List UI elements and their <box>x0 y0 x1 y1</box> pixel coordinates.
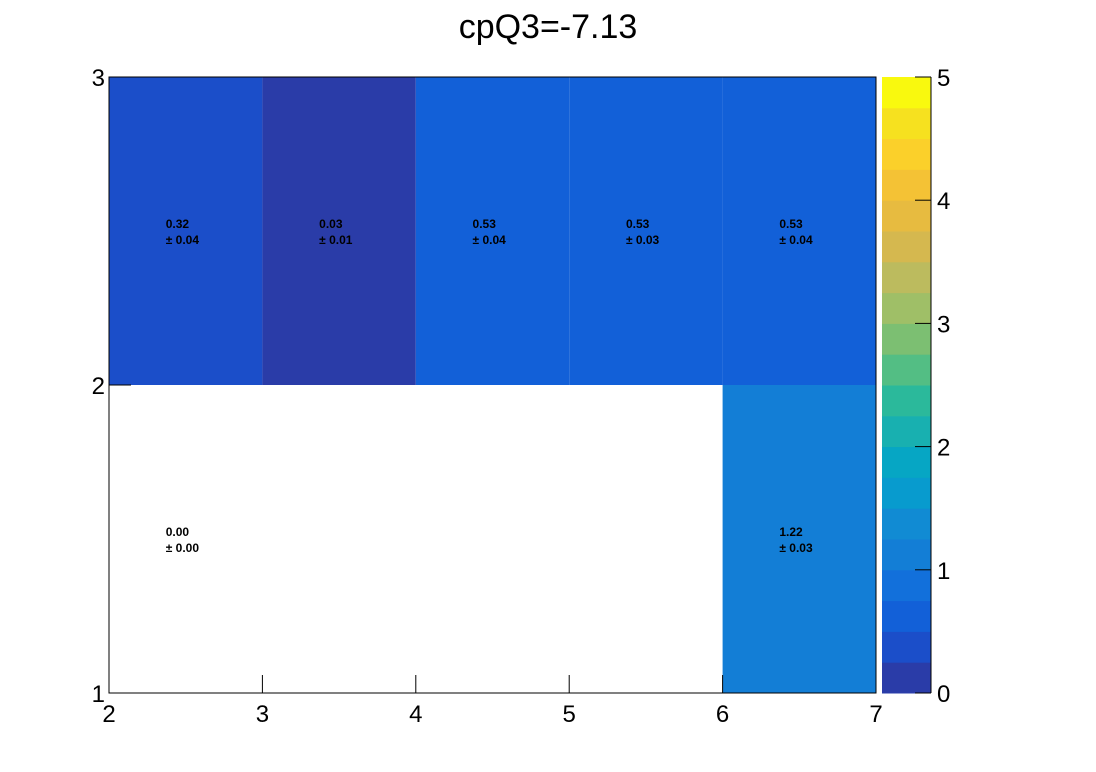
colorbar-segment <box>882 569 931 602</box>
cell-value-label: 1.22 <box>779 525 803 539</box>
colorbar-segment <box>882 662 931 694</box>
colorbar-segment <box>882 415 931 448</box>
cell-value-label: 0.00 <box>166 525 190 539</box>
cells-layer <box>109 77 876 693</box>
cell-value-label: 0.32 <box>166 217 190 231</box>
x-tick-label: 3 <box>256 701 269 728</box>
colorbar-segment <box>882 261 931 294</box>
heatmap-cell <box>415 77 570 385</box>
x-tick-label: 6 <box>716 701 729 728</box>
colorbar-segment <box>882 600 931 632</box>
cell-error-label: ± 0.03 <box>626 233 660 247</box>
cell-error-label: ± 0.04 <box>779 233 813 247</box>
y-tick-label: 2 <box>92 373 105 400</box>
cell-error-label: ± 0.04 <box>166 233 200 247</box>
colorbar-segment <box>882 169 931 201</box>
heatmap-cell <box>722 385 876 693</box>
cell-value-label: 0.53 <box>779 217 803 231</box>
colorbar-segment <box>882 385 931 417</box>
colorbar: 0 1 2 3 4 5 <box>882 65 950 708</box>
heatmap-cell <box>722 77 876 385</box>
heatmap-cell <box>109 77 263 385</box>
x-tick-label: 4 <box>409 701 422 728</box>
cell-value-label: 0.53 <box>473 217 497 231</box>
colorbar-tick-label: 1 <box>937 558 950 585</box>
colorbar-segment <box>882 107 931 140</box>
colorbar-segment <box>882 323 931 355</box>
colorbar-segment <box>882 631 931 663</box>
chart-title: cpQ3=-7.13 <box>459 8 638 46</box>
cell-labels-layer: 0.32 ± 0.04 0.03 ± 0.01 0.53 ± 0.04 0.53 ± 0.03… <box>166 217 813 555</box>
heatmap-cell <box>262 77 416 385</box>
colorbar-segment <box>882 477 931 509</box>
colorbar-segment <box>882 539 931 571</box>
colorbar-tick-label: 3 <box>937 311 950 338</box>
colorbar-segment <box>882 446 931 478</box>
colorbar-segment <box>882 200 931 232</box>
colorbar-segment <box>882 138 931 170</box>
colorbar-tick-label: 2 <box>937 435 950 462</box>
x-tick-label: 7 <box>869 701 882 728</box>
colorbar-segment <box>882 77 931 109</box>
y-tick-label: 3 <box>92 65 105 92</box>
y-tick-label: 1 <box>92 681 105 708</box>
heatmap-cell <box>569 77 723 385</box>
cell-error-label: ± 0.04 <box>473 233 507 247</box>
colorbar-segment <box>882 231 931 263</box>
colorbar-tick-label: 5 <box>937 65 950 92</box>
colorbar-segment <box>882 354 931 386</box>
colorbar-segment <box>882 292 931 324</box>
colorbar-tick-label: 4 <box>937 188 950 215</box>
cell-error-label: ± 0.03 <box>779 541 813 555</box>
cell-error-label: ± 0.00 <box>166 541 200 555</box>
colorbar-tick-label: 0 <box>937 681 950 708</box>
cell-value-label: 0.03 <box>319 217 343 231</box>
cell-value-label: 0.53 <box>626 217 650 231</box>
colorbar-segment <box>882 508 931 540</box>
x-tick-label: 2 <box>102 701 115 728</box>
x-tick-label: 5 <box>563 701 576 728</box>
cell-error-label: ± 0.01 <box>319 233 353 247</box>
